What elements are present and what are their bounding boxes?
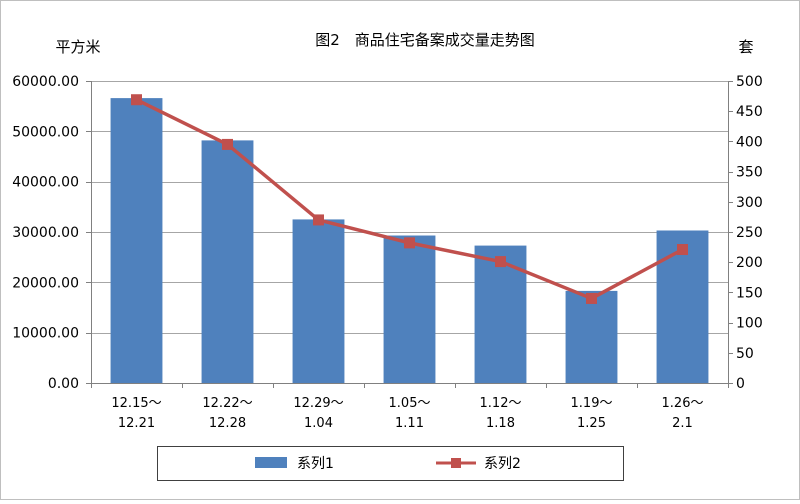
x-tick-label: 1.18 <box>486 416 515 431</box>
bar <box>292 219 345 383</box>
line-marker <box>222 138 233 150</box>
right-tick-label: 50 <box>736 346 754 362</box>
line-marker <box>677 244 688 256</box>
line-marker <box>404 237 415 249</box>
left-tick-label: 40000.00 <box>12 175 79 191</box>
left-tick-label: 30000.00 <box>12 225 79 241</box>
x-tick-label: 1.26～ <box>662 396 704 411</box>
tick-labels: 0.0010000.0020000.0030000.0040000.005000… <box>12 74 763 431</box>
right-tick-label: 450 <box>736 104 763 120</box>
legend-box <box>157 446 624 481</box>
left-axis-unit: 平方米 <box>55 38 100 56</box>
bar <box>201 140 254 383</box>
x-tick-label: 1.25 <box>577 416 606 431</box>
line-marker <box>586 292 597 304</box>
x-tick-label: 1.04 <box>304 416 333 431</box>
bar-series <box>110 98 709 383</box>
right-tick-label: 350 <box>736 165 763 181</box>
right-tick-label: 0 <box>736 376 745 392</box>
legend-marker-series2 <box>451 458 461 468</box>
x-tick-label: 12.15～ <box>111 396 161 411</box>
right-axis-unit: 套 <box>738 38 753 56</box>
bar <box>383 235 436 383</box>
right-tick-label: 150 <box>736 285 763 301</box>
bar <box>110 98 163 383</box>
legend-label-series2: 系列2 <box>484 456 521 472</box>
x-tick-label: 2.1 <box>672 416 693 431</box>
left-tick-label: 20000.00 <box>12 275 79 291</box>
right-tick-label: 100 <box>736 316 763 332</box>
x-tick-label: 1.05～ <box>389 396 431 411</box>
x-tick-label: 12.22～ <box>202 396 252 411</box>
right-tick-label: 500 <box>736 74 763 90</box>
x-tick-label: 1.11 <box>395 416 424 431</box>
line-marker <box>313 214 324 226</box>
right-tick-label: 250 <box>736 225 763 241</box>
left-tick-label: 0.00 <box>48 376 79 392</box>
axes <box>86 81 733 388</box>
legend-label-series1: 系列1 <box>297 456 334 472</box>
x-tick-label: 1.12～ <box>480 396 522 411</box>
x-tick-label: 12.28 <box>209 416 246 431</box>
bar <box>565 290 618 383</box>
legend-swatch-series1 <box>255 457 287 468</box>
left-tick-label: 10000.00 <box>12 326 79 342</box>
line-marker <box>495 256 506 268</box>
left-tick-label: 50000.00 <box>12 124 79 140</box>
line-series <box>131 94 688 304</box>
legend: 系列1 系列2 <box>157 446 624 481</box>
left-tick-label: 60000.00 <box>12 74 79 90</box>
x-tick-label: 12.21 <box>118 416 155 431</box>
right-tick-label: 200 <box>736 255 763 271</box>
bar <box>656 230 709 383</box>
line-marker <box>131 94 142 106</box>
right-tick-label: 300 <box>736 195 763 211</box>
x-tick-label: 12.29～ <box>293 396 343 411</box>
chart-title: 图2 商品住宅备案成交量走势图 <box>315 31 535 49</box>
x-tick-label: 1.19～ <box>571 396 613 411</box>
right-tick-label: 400 <box>736 134 763 150</box>
